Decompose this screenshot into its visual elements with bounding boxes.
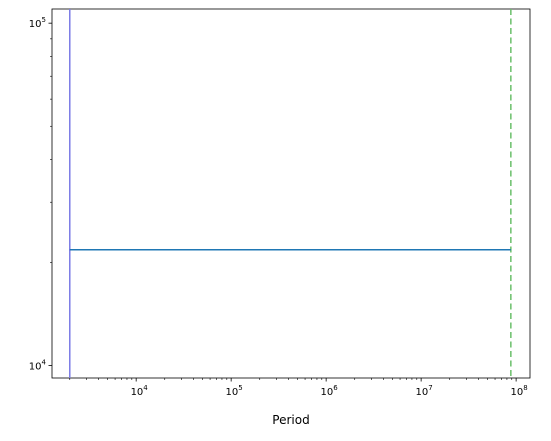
plot-frame (51, 8, 531, 379)
y-tick-label: 104 (29, 359, 47, 373)
y-axis-ticks: 104 105 (29, 16, 52, 373)
x-axis-label: Period (272, 413, 309, 427)
y-tick-label: 105 (29, 16, 46, 30)
x-tick-label: 106 (321, 384, 339, 398)
x-tick-label: 108 (511, 384, 528, 398)
x-tick-label: 105 (226, 384, 243, 398)
x-tick-label: 104 (131, 384, 149, 398)
x-tick-label: 107 (416, 384, 433, 398)
plot-area (51, 8, 531, 379)
chart-marks (69, 9, 512, 378)
x-axis-ticks: 104 105 106 107 108 (69, 378, 528, 398)
